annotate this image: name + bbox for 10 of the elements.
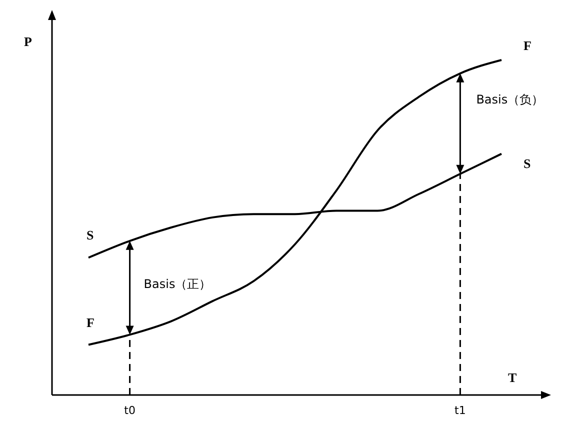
- y-axis-title: P: [24, 34, 32, 49]
- annotation: Basis（负）: [476, 92, 544, 106]
- annotation: Basis（正）: [144, 276, 212, 291]
- text: S: [524, 156, 531, 171]
- series-label: S: [86, 228, 94, 243]
- series-label: F: [86, 314, 94, 330]
- x-axis-title: T: [508, 370, 517, 385]
- x-tick-label: t1: [454, 404, 466, 417]
- text: F: [524, 38, 532, 53]
- x-tick-label: t0: [124, 404, 136, 417]
